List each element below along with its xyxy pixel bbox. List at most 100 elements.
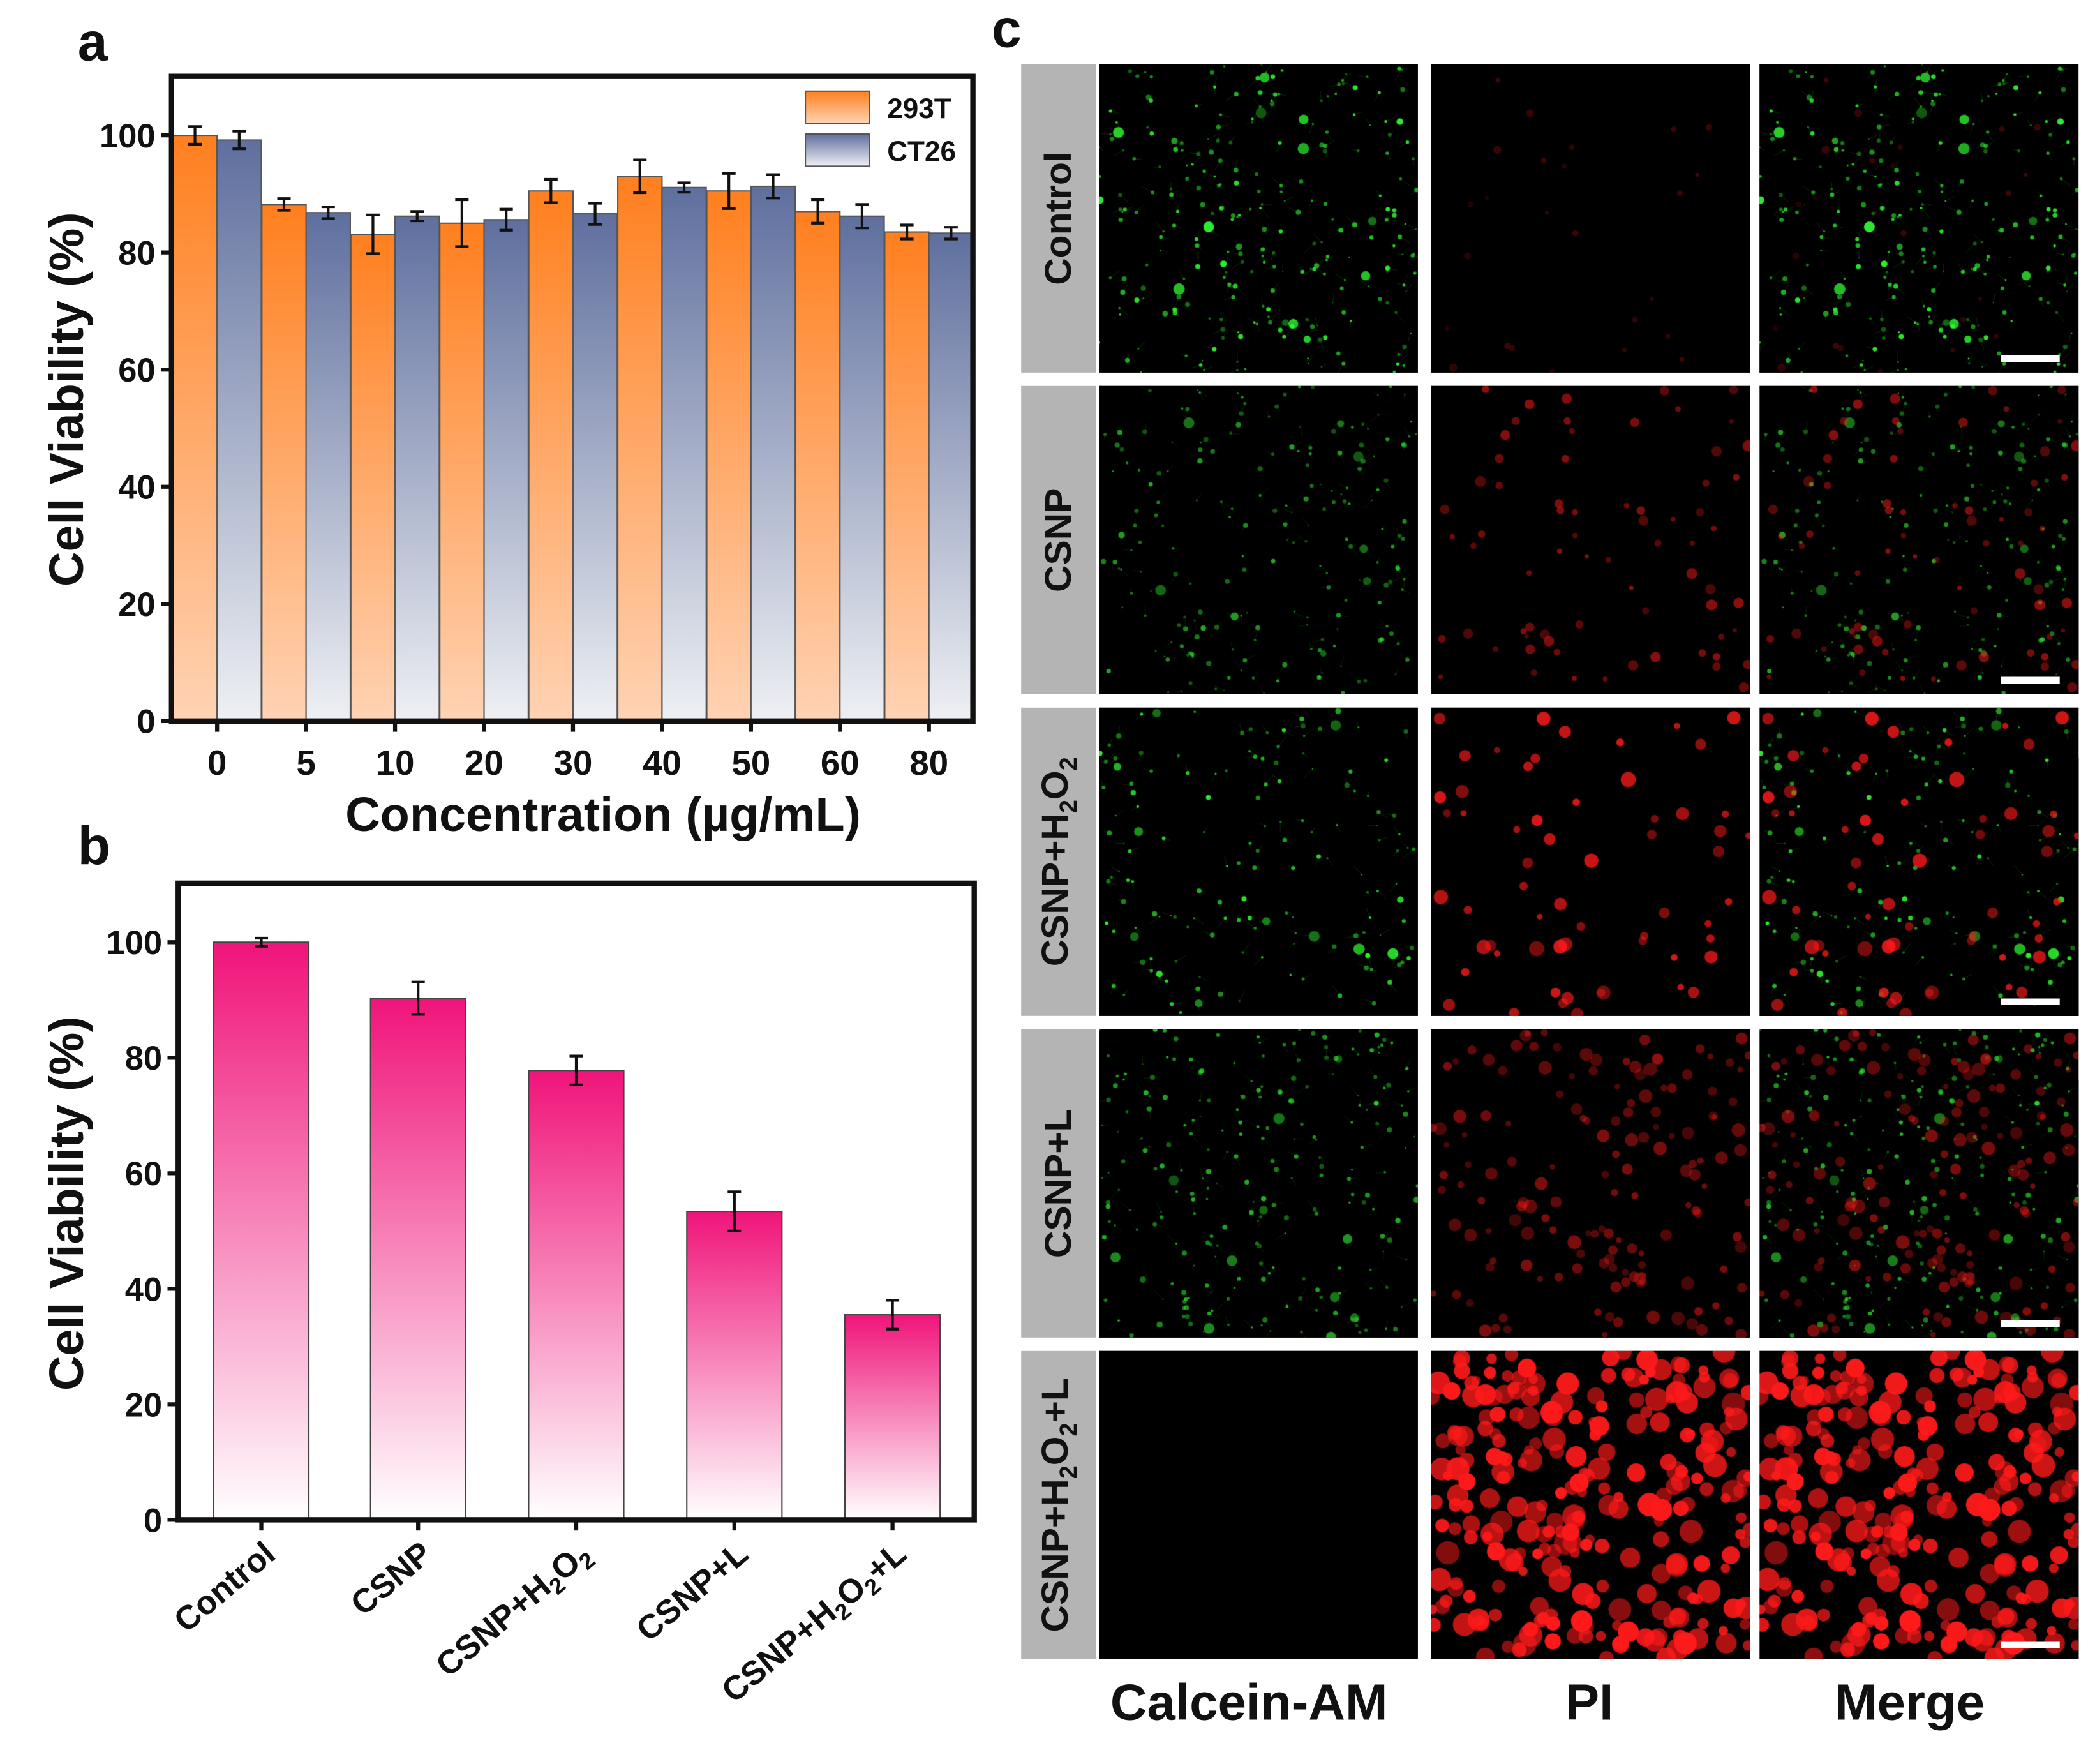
x-tick-label: CSNP+L: [629, 1534, 756, 1648]
row-label-strip: CSNP+H2O2+L: [1021, 1350, 1096, 1659]
micrograph-image: [1431, 1350, 1750, 1659]
legend-label: CT26: [887, 136, 956, 167]
error-bar: [633, 158, 647, 195]
error-bar: [677, 181, 691, 194]
y-tick-label: 100: [107, 924, 163, 962]
bar-293T-40: [617, 176, 663, 722]
x-tick-label: 0: [207, 744, 227, 782]
y-tick-label: 20: [118, 586, 155, 624]
bar-CSNP+L: [686, 1211, 783, 1521]
micrograph-calcein: [1098, 707, 1418, 1016]
x-tick-label-part: CSNP+H: [715, 1593, 844, 1710]
panel-label-c: c: [991, 0, 1022, 59]
micrograph-pi: [1431, 1029, 1750, 1338]
row-label: CSNP+L: [1037, 1109, 1080, 1258]
micrograph-calcein: [1098, 64, 1418, 373]
error-bar: [232, 130, 246, 151]
scale-bar: [2001, 355, 2060, 362]
micrograph-pi: [1431, 64, 1750, 373]
micrograph-image: [1759, 385, 2079, 694]
row-label-strip: CSNP+H2O2: [1021, 707, 1096, 1016]
row-label-part: Control: [1037, 151, 1079, 285]
error-bar: [722, 172, 736, 210]
bar-CT26-40: [661, 186, 707, 722]
column-label-1: PI: [1565, 1675, 1614, 1732]
scale-bar: [2001, 1641, 2060, 1648]
y-tick-label: 80: [125, 1040, 162, 1077]
error-bar: [900, 223, 914, 241]
micrograph-pi: [1431, 1350, 1750, 1659]
row-label-part: 2: [1055, 1423, 1082, 1437]
bar-293T-10: [350, 234, 396, 722]
bar-CSNP+H2O2+L: [844, 1314, 941, 1521]
x-tick-label: 40: [643, 744, 682, 782]
row-label-strip: Control: [1021, 64, 1096, 373]
error-bar: [588, 202, 602, 226]
error-bar: [944, 226, 958, 241]
row-label-strip: CSNP: [1021, 385, 1096, 694]
x-tick-label: 50: [731, 744, 770, 782]
y-tick-label: 80: [118, 235, 155, 273]
micrograph-image: [1431, 1029, 1750, 1338]
row-label-part: O: [1034, 1436, 1076, 1466]
x-tick-label: 5: [296, 744, 315, 782]
legend-swatch-293T: [805, 90, 870, 124]
x-tick-label: 30: [554, 744, 593, 782]
micrograph-image: [1759, 64, 2079, 373]
micrograph-image: [1098, 707, 1418, 1016]
bar-293T-0: [172, 135, 218, 722]
row-label-part: 2: [1055, 757, 1082, 771]
row-label-part: CSNP+L: [1037, 1109, 1079, 1259]
micrograph-image: [1431, 385, 1750, 694]
column-label-2: Merge: [1834, 1675, 1985, 1732]
micrograph-image: [1431, 707, 1750, 1016]
error-bar: [499, 207, 513, 232]
bar-CT26-60: [839, 215, 885, 722]
scale-bar: [2001, 676, 2060, 684]
error-bar: [727, 1190, 742, 1232]
error-bar: [455, 198, 469, 248]
x-tick-label: 80: [909, 744, 948, 782]
micrograph-merge: [1759, 1029, 2079, 1338]
micrograph-calcein: [1098, 1350, 1418, 1659]
micrograph-image: [1759, 1029, 2079, 1338]
y-tick-label: 100: [100, 117, 156, 155]
row-label-part: CSNP+H: [1034, 1479, 1076, 1633]
panel-label-a: a: [77, 13, 108, 73]
error-bar: [766, 173, 780, 200]
micrograph-image: [1431, 64, 1750, 373]
bar-CT26-20: [483, 219, 529, 722]
scale-bar: [2001, 1320, 2060, 1327]
error-bar: [886, 1299, 900, 1331]
micrograph-calcein: [1098, 385, 1418, 694]
x-tick-label: 10: [376, 744, 415, 782]
bar-CT26-10: [394, 215, 440, 722]
error-bar: [811, 198, 825, 225]
error-bar: [188, 125, 202, 146]
bar-CT26-50: [750, 185, 796, 722]
x-tick-label: Control: [167, 1534, 283, 1640]
bar-293T-50: [706, 190, 752, 722]
micrograph-image: [1098, 64, 1418, 373]
micrograph-merge: [1759, 64, 2079, 373]
micrograph-pi: [1431, 707, 1750, 1016]
bar-CSNP: [369, 998, 466, 1521]
micrograph-pi: [1431, 385, 1750, 694]
row-label-part: CSNP: [1037, 488, 1079, 592]
error-bar: [410, 210, 424, 223]
row-label-part: O: [1034, 770, 1076, 800]
row-label-part: CSNP+H: [1034, 813, 1076, 967]
row-label-strip: CSNP+L: [1021, 1029, 1096, 1338]
error-bar: [855, 203, 869, 230]
x-tick-label-part: CSNP+L: [629, 1534, 756, 1648]
y-tick-label: 40: [118, 469, 155, 507]
y-axis-title: Cell Viability (%): [40, 212, 94, 587]
y-tick-label: 40: [125, 1271, 162, 1308]
row-label: Control: [1037, 152, 1080, 285]
y-tick-label: 20: [125, 1386, 162, 1424]
micrograph-image: [1098, 1029, 1418, 1338]
bar-293T-5: [261, 204, 307, 722]
error-bar: [411, 980, 425, 1016]
row-label-part: 2: [1055, 1465, 1082, 1479]
